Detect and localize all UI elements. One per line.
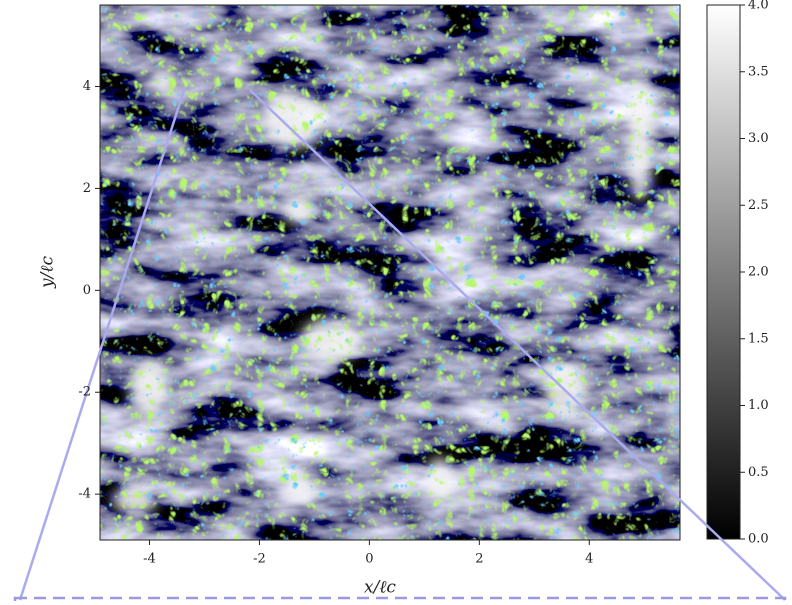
colorbar-tick-label: 1.0 <box>748 398 769 413</box>
y-tick-label: 0 <box>83 283 91 298</box>
y-tick-label: -4 <box>78 487 91 502</box>
x-tick-label: 0 <box>365 552 373 567</box>
y-tick-label: -2 <box>78 385 91 400</box>
y-tick-label: 4 <box>83 79 91 94</box>
colorbar-tick-label: 1.5 <box>748 331 769 346</box>
x-tick-label: -2 <box>253 552 266 567</box>
x-tick-label: -4 <box>143 552 156 567</box>
colorbar-tick-label: 0.5 <box>748 465 769 480</box>
colorbar-tick-label: 2.0 <box>748 265 769 280</box>
y-tick-label: 2 <box>83 181 91 196</box>
x-tick-label: 4 <box>585 552 593 567</box>
colorbar-tick-label: 2.5 <box>748 198 769 213</box>
colorbar-tick-label: 3.5 <box>748 64 769 79</box>
zoom-box <box>13 596 787 605</box>
colorbar-tick-label: 0.0 <box>748 532 769 547</box>
field-image <box>100 5 680 540</box>
plot-frame <box>99 4 681 541</box>
x-axis-label: x/ℓc <box>364 578 396 598</box>
x-tick-label: 2 <box>475 552 483 567</box>
y-axis-label: y/ℓc <box>38 256 58 289</box>
zoom-lines <box>18 86 786 601</box>
colorbar-tick-label: 3.0 <box>748 131 769 146</box>
colorbar <box>706 4 741 540</box>
colorbar-tick-label: 4.0 <box>748 0 769 13</box>
